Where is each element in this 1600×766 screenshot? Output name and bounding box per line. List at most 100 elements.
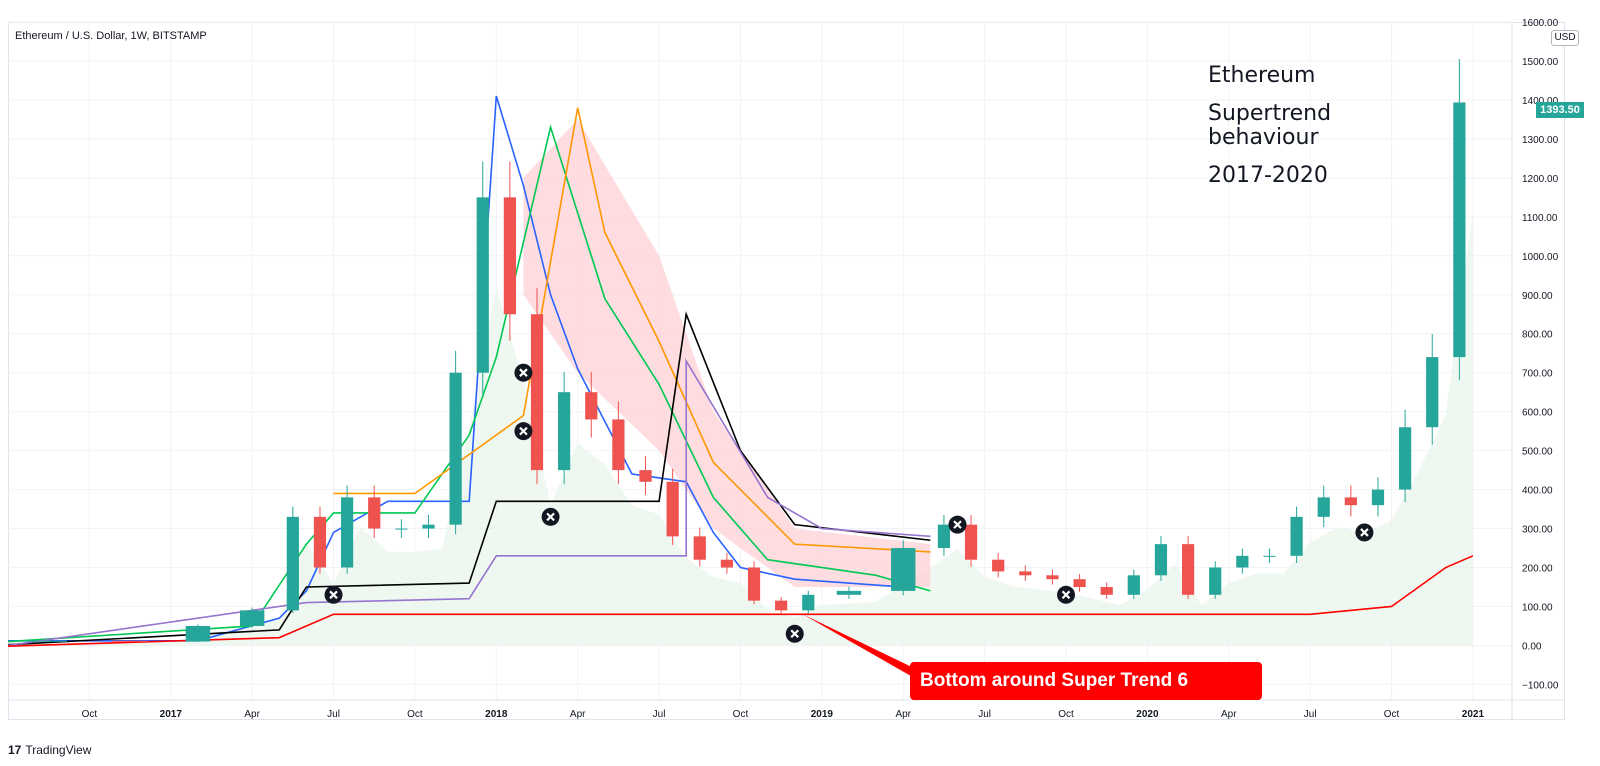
x-tick-label: Apr bbox=[895, 709, 911, 720]
candle-body bbox=[1236, 555, 1249, 568]
candle-body bbox=[992, 559, 1005, 572]
callout-pointer bbox=[802, 614, 918, 680]
candle-body bbox=[666, 481, 679, 537]
x-tick-label: Oct bbox=[407, 709, 423, 720]
bottom-callout: Bottom around Super Trend 6 bbox=[910, 662, 1262, 700]
candle-body bbox=[964, 524, 978, 560]
y-tick-label: 1600.00 bbox=[1522, 18, 1559, 29]
y-tick-label: 100.00 bbox=[1522, 602, 1553, 613]
candle-body bbox=[1019, 571, 1032, 576]
candle-body bbox=[1073, 579, 1086, 587]
candle-body bbox=[1426, 357, 1439, 428]
footer: 17 TradingView bbox=[8, 743, 91, 757]
x-mark-icon bbox=[546, 512, 555, 522]
candle-body bbox=[1046, 575, 1059, 580]
x-tick-label: 2020 bbox=[1136, 709, 1159, 720]
x-tick-label: Apr bbox=[1221, 709, 1237, 720]
candle-body bbox=[286, 516, 299, 611]
candle-body bbox=[422, 524, 435, 529]
y-tick-label: −100.00 bbox=[1522, 680, 1559, 691]
x-tick-label: Oct bbox=[1384, 709, 1400, 720]
x-mark-icon bbox=[953, 520, 962, 529]
x-tick-label: Jul bbox=[1304, 709, 1317, 720]
candle-body bbox=[1317, 497, 1330, 517]
x-mark-icon bbox=[1360, 528, 1369, 537]
candle-body bbox=[503, 197, 516, 315]
x-tick-label: Jul bbox=[653, 709, 666, 720]
candle-body bbox=[341, 497, 354, 568]
candle-body bbox=[313, 516, 327, 568]
footer-brand[interactable]: TradingView bbox=[25, 743, 92, 757]
candle-body bbox=[476, 197, 489, 373]
candle-body bbox=[1100, 587, 1113, 595]
candle-body bbox=[185, 625, 211, 642]
y-tick-label: 1100.00 bbox=[1522, 213, 1558, 224]
x-tick-label: Apr bbox=[244, 709, 260, 720]
candle-body bbox=[639, 470, 652, 482]
symbol-title: Ethereum / U.S. Dollar, 1W, BITSTAMP bbox=[15, 30, 207, 42]
candle-body bbox=[802, 594, 815, 611]
candle-body bbox=[1290, 516, 1303, 556]
y-tick-label: 500.00 bbox=[1522, 447, 1553, 458]
candle-body bbox=[693, 536, 706, 560]
supertrend-line-st2 bbox=[7, 124, 931, 643]
tradingview-logo-icon: 17 bbox=[8, 743, 22, 757]
y-tick-label: 700.00 bbox=[1522, 369, 1553, 380]
bearish-zone bbox=[523, 119, 931, 588]
candle-body bbox=[1344, 497, 1357, 506]
candle-body bbox=[449, 372, 462, 525]
candle-body bbox=[775, 600, 788, 611]
x-mark-icon bbox=[790, 629, 800, 639]
y-tick-label: 300.00 bbox=[1522, 525, 1553, 536]
x-tick-label: Apr bbox=[570, 709, 586, 720]
candle-body bbox=[937, 524, 951, 549]
candle-body bbox=[1154, 544, 1168, 576]
candle-body bbox=[1371, 489, 1385, 506]
annotation-line3: 2017-2020 bbox=[1208, 163, 1328, 188]
annotation-line2: Supertrend behaviour bbox=[1208, 101, 1332, 150]
candle-body bbox=[239, 610, 265, 626]
x-tick-label: 2019 bbox=[811, 709, 834, 720]
y-tick-label: 200.00 bbox=[1522, 564, 1553, 575]
candle-body bbox=[1181, 544, 1195, 595]
candle-body bbox=[1399, 427, 1412, 490]
last-price-badge: 1393.50 bbox=[1536, 102, 1584, 118]
x-tick-label: 2018 bbox=[485, 709, 508, 720]
y-tick-label: 1000.00 bbox=[1522, 252, 1559, 263]
annotation-line1: Ethereum bbox=[1208, 63, 1316, 88]
y-tick-label: 1500.00 bbox=[1522, 57, 1559, 68]
candle-body bbox=[111, 640, 149, 642]
x-tick-label: 2021 bbox=[1462, 709, 1485, 720]
x-mark-icon bbox=[519, 368, 528, 377]
x-mark-icon bbox=[329, 590, 338, 600]
candle-body bbox=[558, 392, 571, 471]
candle-body bbox=[530, 314, 544, 471]
candle-body bbox=[585, 392, 598, 420]
x-mark-icon bbox=[519, 426, 528, 436]
y-tick-label: 800.00 bbox=[1522, 330, 1553, 341]
x-tick-label: Jul bbox=[978, 709, 991, 720]
y-tick-label: 1200.00 bbox=[1522, 174, 1559, 185]
candle-body bbox=[891, 548, 916, 591]
candle-body bbox=[1453, 102, 1466, 358]
x-tick-label: 2017 bbox=[160, 709, 183, 720]
y-tick-label: 1400.00 bbox=[1522, 96, 1559, 107]
candle-body bbox=[1263, 555, 1276, 557]
candle-body bbox=[747, 567, 761, 601]
candle-body bbox=[395, 528, 408, 530]
y-tick-label: 1300.00 bbox=[1522, 135, 1559, 146]
candle-body bbox=[368, 497, 381, 529]
candle-body bbox=[1209, 567, 1222, 595]
x-tick-label: Jul bbox=[327, 709, 340, 720]
currency-badge[interactable]: USD bbox=[1551, 30, 1579, 46]
x-tick-label: Oct bbox=[82, 709, 98, 720]
candle-body bbox=[612, 419, 625, 471]
x-tick-label: Oct bbox=[1058, 709, 1074, 720]
x-tick-label: Oct bbox=[733, 709, 749, 720]
candle-body bbox=[30, 640, 68, 642]
x-mark-icon bbox=[1061, 590, 1071, 600]
candle-body bbox=[720, 559, 734, 568]
supertrend-line-st5 bbox=[7, 358, 931, 647]
supertrend-line-st6 bbox=[7, 555, 1474, 648]
